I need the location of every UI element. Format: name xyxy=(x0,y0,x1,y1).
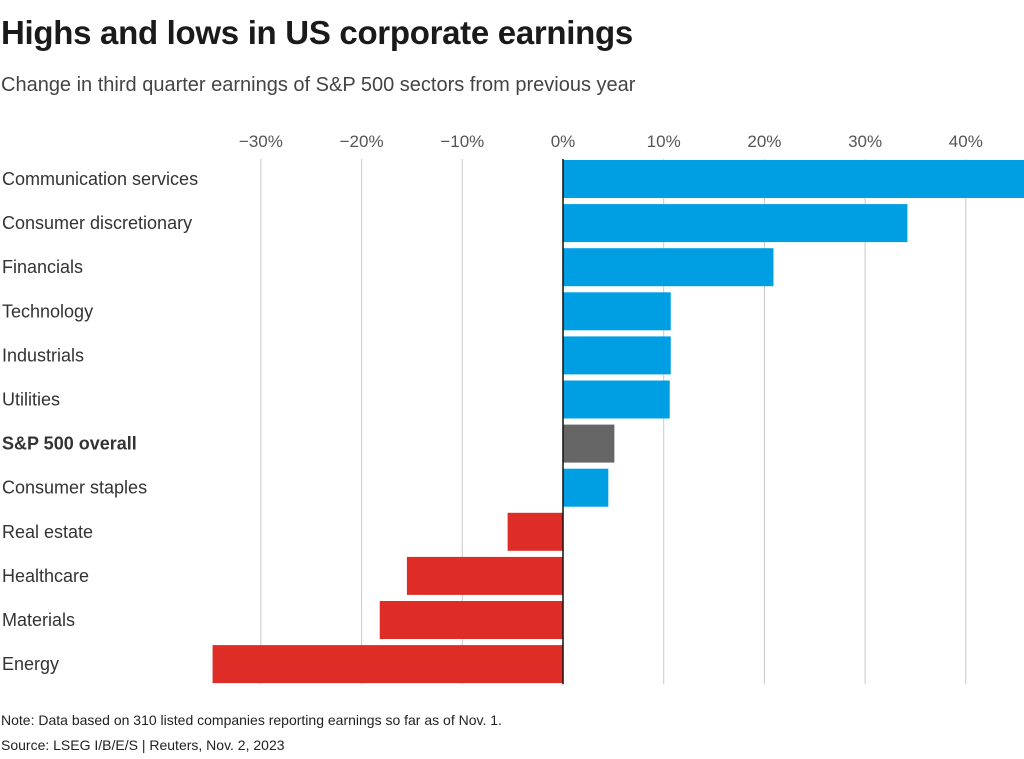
bar-energy xyxy=(212,645,563,684)
x-tick-label: −10% xyxy=(440,132,484,151)
category-label: Technology xyxy=(2,301,93,321)
x-tick-label: −30% xyxy=(239,132,283,151)
category-label: Energy xyxy=(2,654,59,674)
bar-s-p-500-overall xyxy=(563,424,615,463)
bar-industrials xyxy=(563,336,671,375)
category-label: Financials xyxy=(2,257,83,277)
x-tick-label: 40% xyxy=(949,132,983,151)
chart-title: Highs and lows in US corporate earnings xyxy=(1,14,633,51)
category-label: Consumer staples xyxy=(2,478,147,498)
bar-technology xyxy=(563,292,671,331)
chart-source: Source: LSEG I/B/E/S | Reuters, Nov. 2, … xyxy=(1,737,285,753)
category-label: Industrials xyxy=(2,345,84,365)
category-label: Utilities xyxy=(2,390,60,410)
category-label: S&P 500 overall xyxy=(2,434,137,454)
category-label: Healthcare xyxy=(2,566,89,586)
bar-financials xyxy=(563,248,774,287)
bar-real-estate xyxy=(507,512,563,551)
bar-consumer-discretionary xyxy=(563,204,908,243)
category-label: Consumer discretionary xyxy=(2,213,192,233)
bar-consumer-staples xyxy=(563,468,609,507)
x-tick-label: −20% xyxy=(340,132,384,151)
bar-communication-services xyxy=(563,160,1024,198)
category-label: Communication services xyxy=(2,169,198,189)
x-tick-label: 0% xyxy=(551,132,576,151)
x-tick-label: 30% xyxy=(848,132,882,151)
chart-note: Note: Data based on 310 listed companies… xyxy=(1,712,502,728)
bar-chart: −30% −20% −10% 0% 10% 20% 30% 40% Communication … xyxy=(2,132,1024,685)
x-tick-label: 20% xyxy=(747,132,781,151)
x-tick-label: 10% xyxy=(647,132,681,151)
category-label: Real estate xyxy=(2,522,93,542)
chart-subtitle: Change in third quarter earnings of S&P … xyxy=(1,74,636,96)
bar-healthcare xyxy=(406,556,563,595)
bar-materials xyxy=(379,601,563,639)
category-label: Materials xyxy=(2,610,75,630)
bar-utilities xyxy=(563,380,670,419)
